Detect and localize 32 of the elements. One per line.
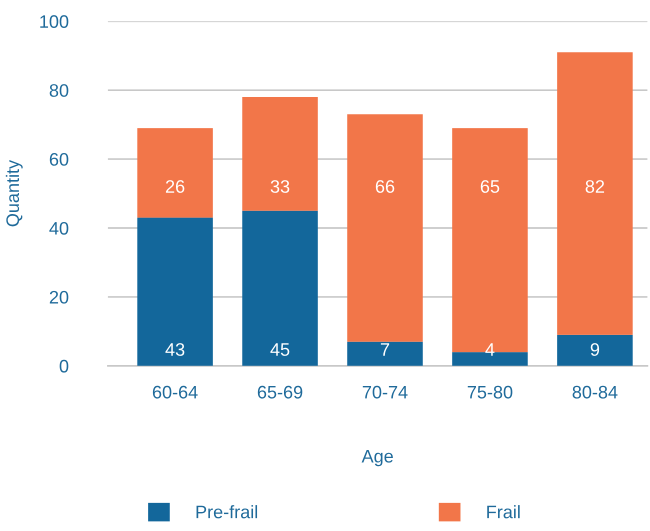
data-label: 82	[586, 180, 604, 193]
bar	[557, 52, 633, 335]
x-tick-label: 75-80	[468, 386, 512, 399]
x-tick-label: 60-64	[152, 386, 198, 399]
data-label: 7	[380, 343, 390, 356]
data-label: 9	[590, 343, 600, 356]
data-label: 45	[270, 343, 290, 356]
data-label: 43	[165, 343, 184, 356]
data-label: 33	[270, 180, 290, 193]
y-tick-label: 20	[50, 290, 68, 304]
x-axis-title: Age	[362, 450, 393, 466]
bar	[242, 97, 318, 211]
data-label: 66	[376, 180, 394, 193]
x-tick-label: 80-84	[572, 386, 618, 399]
data-label: 26	[166, 180, 184, 193]
bar	[557, 334, 633, 366]
bar	[242, 210, 318, 366]
bar	[347, 114, 423, 342]
y-axis-title: Quantity	[6, 160, 23, 226]
x-tick-label: 70-74	[362, 386, 408, 399]
bar	[137, 128, 213, 218]
legend-label: Frail	[487, 505, 520, 518]
data-label: 65	[480, 180, 500, 193]
y-tick-label: 0	[60, 360, 68, 373]
bar	[347, 342, 423, 366]
x-tick-label: 65-69	[258, 386, 302, 399]
y-tick-label: 40	[49, 222, 68, 235]
legend-label: Pre-frail	[196, 505, 258, 518]
y-tick-label: 80	[50, 84, 68, 97]
y-tick-label: 60	[50, 153, 68, 166]
y-tick-label: 100	[40, 15, 68, 28]
bar	[137, 218, 213, 366]
